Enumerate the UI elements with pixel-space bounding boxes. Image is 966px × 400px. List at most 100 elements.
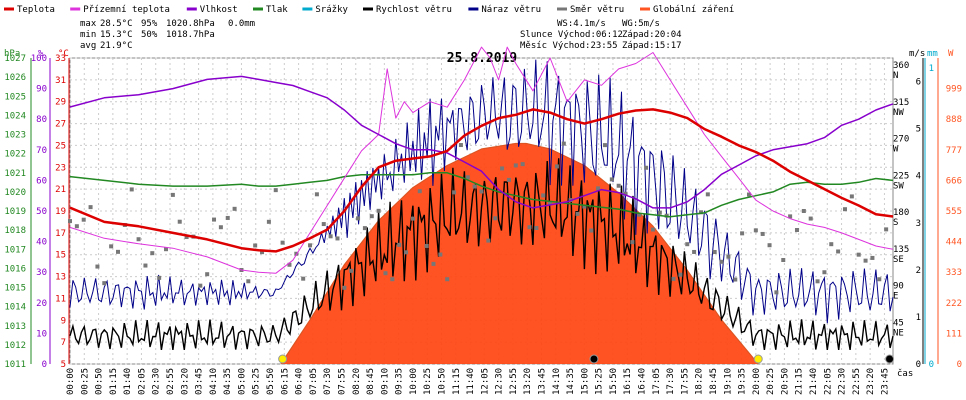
x-tick-label: 02:30 — [152, 368, 162, 395]
humidity-line — [69, 75, 894, 209]
wind-direction-point — [431, 261, 436, 266]
x-tick-label: 12:30 — [495, 368, 505, 395]
wind-direction-point — [424, 243, 429, 248]
temp-axis-unit: °C — [58, 49, 69, 59]
wind-direction-point — [644, 165, 649, 170]
x-tick-label: 17:30 — [666, 368, 676, 395]
wind-direction-point — [356, 216, 361, 221]
wind-direction-point — [362, 226, 367, 231]
wind-direction-point — [781, 258, 786, 263]
radiation-area — [280, 143, 759, 364]
dir-card-label: W — [893, 145, 899, 155]
dir-tick-label: 45 — [893, 318, 904, 328]
hpa-tick-label: 1012 — [4, 341, 26, 351]
wind-direction-point — [157, 275, 162, 280]
hpa-tick-label: 1011 — [4, 360, 26, 370]
temp-tick-label: 19 — [55, 207, 66, 217]
wind-direction-point — [506, 177, 511, 182]
x-tick-label: 04:10 — [209, 368, 219, 395]
wind-direction-point — [678, 272, 683, 277]
w-tick-label: 888 — [946, 115, 962, 125]
wind-direction-point — [116, 249, 121, 254]
wind-direction-point — [829, 242, 834, 247]
humidity-tick-label: 20 — [36, 299, 47, 309]
wind-direction-point — [602, 143, 607, 148]
wind-direction-point — [342, 285, 347, 290]
wind-direction-point — [884, 227, 889, 232]
wind-direction-point — [445, 277, 450, 282]
wind-direction-point — [438, 252, 443, 257]
x-tick-label: 19:10 — [723, 368, 733, 395]
wind-direction-point — [410, 216, 415, 221]
humidity-tick-label: 0 — [42, 360, 47, 370]
x-tick-label: 07:30 — [323, 368, 333, 395]
humidity-tick-label: 30 — [36, 268, 47, 278]
dir-tick-label: 270 — [893, 135, 909, 145]
hpa-tick-label: 1017 — [4, 245, 26, 255]
wind-direction-point — [692, 249, 697, 254]
wind-direction-point — [109, 244, 114, 249]
wind-direction-point — [321, 222, 326, 227]
x-tick-label: 14:10 — [552, 368, 562, 395]
x-tick-label: 20:25 — [766, 368, 776, 395]
temp-tick-label: 27 — [55, 120, 66, 130]
temp-tick-label: 11 — [55, 294, 66, 304]
w-tick-label: 444 — [946, 238, 962, 248]
humidity-tick-label: 40 — [36, 238, 47, 248]
x-tick-label: 14:35 — [566, 368, 576, 395]
wind-direction-point — [870, 255, 875, 260]
temp-tick-label: 13 — [55, 273, 66, 283]
x-tick-label: 10:50 — [437, 368, 447, 395]
x-tick-label: 23:45 — [880, 368, 890, 395]
x-tick-label: 11:15 — [452, 368, 462, 395]
hpa-tick-label: 1025 — [4, 92, 26, 102]
wind-direction-point — [458, 143, 463, 148]
temp-tick-label: 7 — [61, 338, 66, 348]
wind-direction-point — [88, 205, 93, 210]
humidity-tick-label: 60 — [36, 176, 47, 186]
humidity-tick-label: 50 — [36, 207, 47, 217]
wind-direction-point — [465, 175, 470, 180]
wind-direction-point — [609, 177, 614, 182]
wind-direction-point — [493, 216, 498, 221]
wind-direction-point — [232, 206, 237, 211]
humidity-tick-label: 10 — [36, 329, 47, 339]
x-tick-label: 21:40 — [809, 368, 819, 395]
x-tick-label: 03:20 — [180, 368, 190, 395]
dir-card-label: E — [893, 292, 898, 302]
ms-tick-label: 1 — [916, 313, 921, 323]
sun-rise: Slunce Východ:06:12 — [520, 30, 623, 40]
w-tick-label: 999 — [946, 85, 962, 95]
wind-direction-point — [733, 277, 738, 282]
hpa-tick-label: 1020 — [4, 188, 26, 198]
wind-direction-point — [698, 210, 703, 215]
x-tick-label: 19:35 — [738, 368, 748, 395]
wind-direction-point — [218, 225, 223, 230]
wind-direction-point — [479, 189, 484, 194]
stats-rain: 0.0mm — [228, 19, 255, 29]
x-tick-label: 10:00 — [409, 368, 419, 395]
stats-max-press: 1020.8hPa — [166, 19, 215, 29]
hpa-tick-label: 1019 — [4, 207, 26, 217]
wind-direction-point — [417, 189, 422, 194]
wind-direction-point — [225, 215, 230, 220]
x-tick-label: 08:20 — [352, 368, 362, 395]
hpa-tick-label: 1018 — [4, 226, 26, 236]
x-tick-label: 05:50 — [266, 368, 276, 395]
wind-direction-point — [198, 283, 203, 288]
temp-tick-label: 31 — [55, 76, 66, 86]
wind-direction-point — [760, 231, 765, 236]
wind-direction-point — [102, 281, 107, 286]
wind-direction-point — [712, 249, 717, 254]
w-tick-label: 0 — [957, 360, 962, 370]
stats-min-hum: 50% — [141, 30, 158, 40]
x-tick-label: 05:00 — [237, 368, 247, 395]
wind-direction-point — [596, 186, 601, 191]
x-tick-label: 07:05 — [309, 368, 319, 395]
ms-tick-label: 0 — [916, 360, 921, 370]
wind-direction-point — [260, 250, 265, 255]
wind-direction-point — [616, 183, 621, 188]
ms-tick-label: 6 — [916, 78, 921, 88]
wind-direction-point — [143, 263, 148, 268]
dir-tick-label: 225 — [893, 171, 909, 181]
